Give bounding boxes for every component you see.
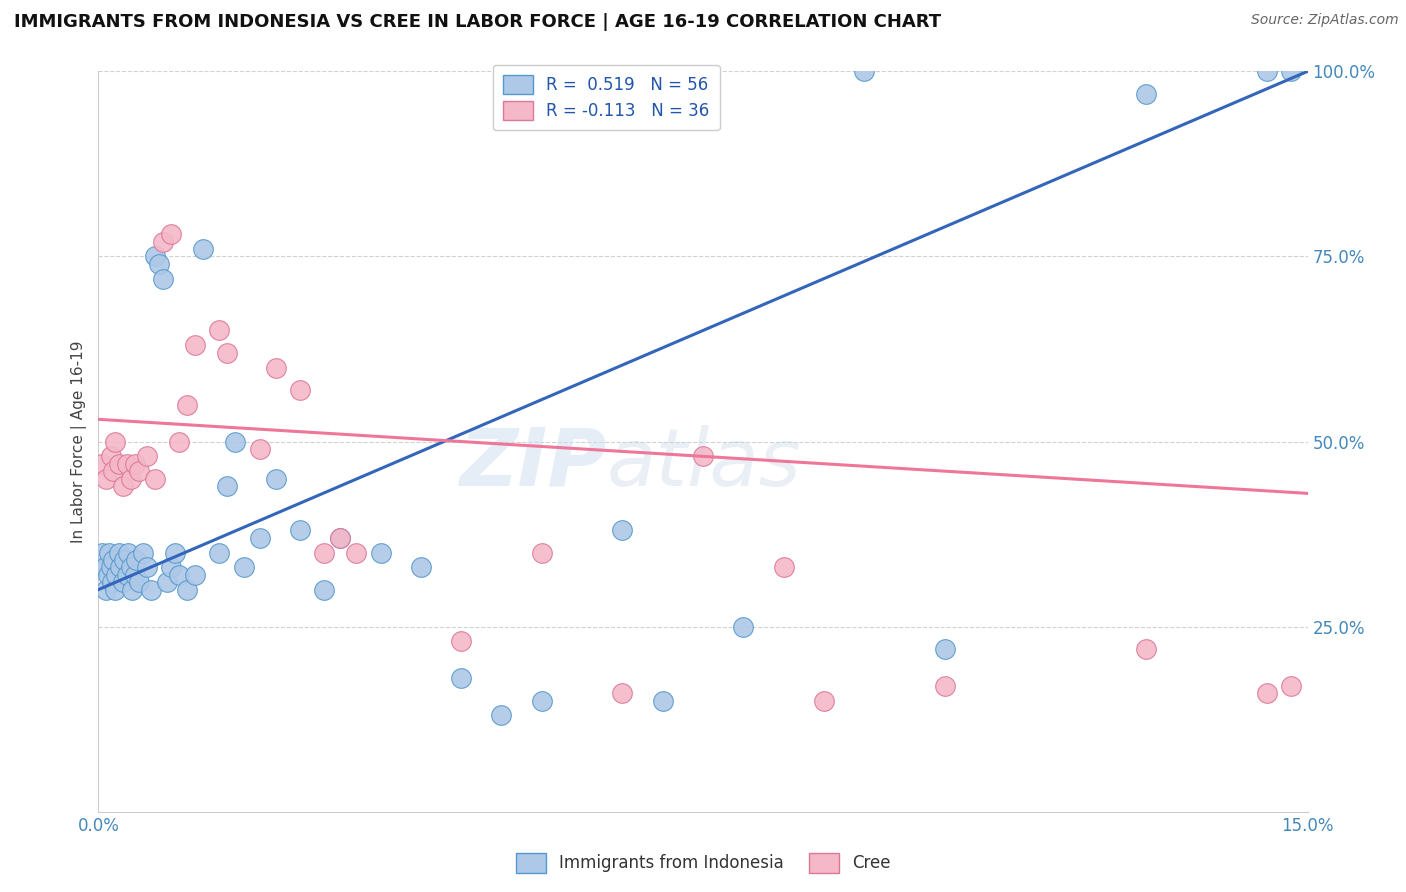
Point xyxy=(450,634,472,648)
Point xyxy=(128,464,150,478)
Point xyxy=(176,398,198,412)
Text: IMMIGRANTS FROM INDONESIA VS CREE IN LABOR FORCE | AGE 16-19 CORRELATION CHART: IMMIGRANTS FROM INDONESIA VS CREE IN LAB… xyxy=(14,13,941,31)
Point xyxy=(103,434,125,449)
Point xyxy=(160,227,183,242)
Point xyxy=(491,708,513,723)
Point xyxy=(264,360,287,375)
Point xyxy=(409,560,432,574)
Point xyxy=(148,257,170,271)
Point xyxy=(105,567,128,582)
Point xyxy=(121,582,143,597)
Point xyxy=(612,686,634,700)
Point xyxy=(329,531,352,545)
Point xyxy=(813,694,835,708)
Point xyxy=(1281,679,1303,693)
Point xyxy=(1256,64,1278,78)
Point xyxy=(120,560,142,574)
Point xyxy=(329,531,352,545)
Point xyxy=(100,560,122,574)
Point xyxy=(370,546,392,560)
Point xyxy=(934,641,956,656)
Point xyxy=(934,679,956,693)
Point xyxy=(176,582,198,597)
Point xyxy=(107,546,129,560)
Legend: Immigrants from Indonesia, Cree: Immigrants from Indonesia, Cree xyxy=(509,847,897,880)
Point xyxy=(167,567,190,582)
Point xyxy=(96,582,118,597)
Point xyxy=(733,619,755,633)
Point xyxy=(288,383,311,397)
Text: ZIP: ZIP xyxy=(458,425,606,503)
Point xyxy=(111,479,134,493)
Point xyxy=(115,457,138,471)
Point xyxy=(208,546,231,560)
Point xyxy=(612,524,634,538)
Point xyxy=(288,524,311,538)
Point xyxy=(1135,641,1157,656)
Point xyxy=(232,560,254,574)
Point xyxy=(124,567,146,582)
Point xyxy=(120,472,142,486)
Point xyxy=(124,457,146,471)
Point xyxy=(1281,64,1303,78)
Point xyxy=(100,450,122,464)
Point xyxy=(160,560,183,574)
Point xyxy=(115,567,138,582)
Point xyxy=(128,575,150,590)
Text: Source: ZipAtlas.com: Source: ZipAtlas.com xyxy=(1251,13,1399,28)
Point xyxy=(772,560,794,574)
Point xyxy=(156,575,179,590)
Point xyxy=(167,434,190,449)
Point xyxy=(208,324,231,338)
Point xyxy=(101,464,124,478)
Point xyxy=(224,434,246,449)
Point xyxy=(249,531,271,545)
Point xyxy=(184,567,207,582)
Point xyxy=(143,250,166,264)
Point xyxy=(139,582,162,597)
Point xyxy=(97,546,120,560)
Point xyxy=(1135,87,1157,101)
Point xyxy=(108,560,131,574)
Point xyxy=(132,546,155,560)
Point xyxy=(450,672,472,686)
Point xyxy=(112,553,135,567)
Text: atlas: atlas xyxy=(606,425,801,503)
Point xyxy=(217,345,239,359)
Point xyxy=(152,271,174,285)
Point xyxy=(152,235,174,249)
Point xyxy=(97,567,120,582)
Point xyxy=(101,553,124,567)
Point xyxy=(530,694,553,708)
Point xyxy=(692,450,714,464)
Point xyxy=(135,450,157,464)
Point xyxy=(314,546,336,560)
Point xyxy=(193,242,215,256)
Point xyxy=(249,442,271,456)
Point xyxy=(143,472,166,486)
Point xyxy=(1256,686,1278,700)
Point xyxy=(344,546,367,560)
Legend: R =  0.519   N = 56, R = -0.113   N = 36: R = 0.519 N = 56, R = -0.113 N = 36 xyxy=(494,65,720,130)
Point xyxy=(651,694,673,708)
Point xyxy=(217,479,239,493)
Point xyxy=(103,582,125,597)
Point xyxy=(101,575,124,590)
Point xyxy=(853,64,876,78)
Point xyxy=(117,546,139,560)
Y-axis label: In Labor Force | Age 16-19: In Labor Force | Age 16-19 xyxy=(72,340,87,543)
Point xyxy=(111,575,134,590)
Point xyxy=(91,457,114,471)
Point xyxy=(94,560,117,574)
Point xyxy=(107,457,129,471)
Point xyxy=(184,338,207,352)
Point xyxy=(135,560,157,574)
Point xyxy=(125,553,148,567)
Point xyxy=(314,582,336,597)
Point xyxy=(163,546,186,560)
Point xyxy=(96,472,118,486)
Point xyxy=(530,546,553,560)
Point xyxy=(264,472,287,486)
Point xyxy=(91,546,114,560)
